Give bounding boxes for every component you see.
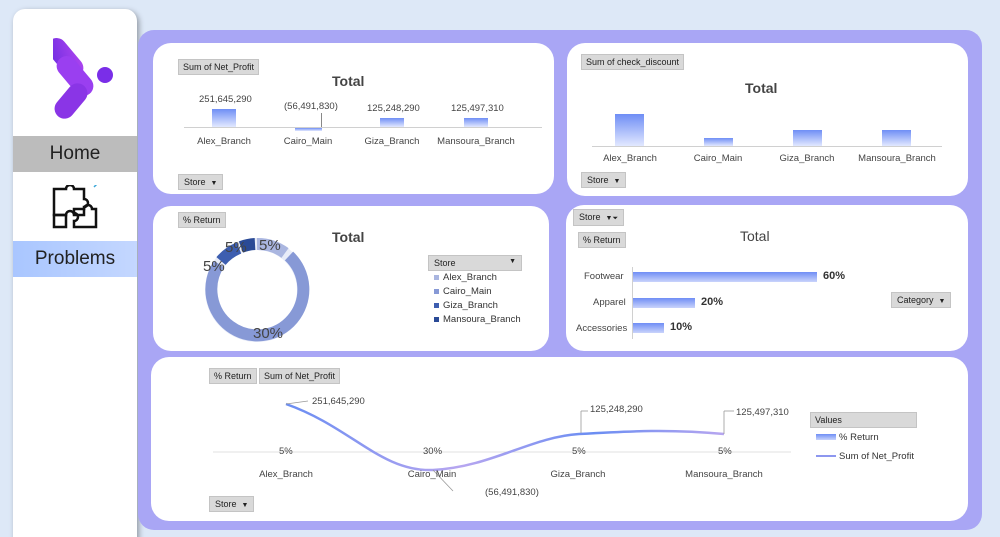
- slice-alex: [256, 238, 289, 258]
- net-profit-card: Sum of Net_Profit Total 251,645,290 (56,…: [153, 43, 554, 194]
- category-filter-dropdown[interactable]: Category ▼: [891, 292, 952, 308]
- axis-label: Giza_Branch: [364, 136, 420, 147]
- bar-giza: [380, 118, 404, 127]
- nav-problems-button[interactable]: Problems: [13, 241, 137, 277]
- slice-giza: [216, 242, 242, 266]
- category-return-card: Store ▼⏷ % Return Total Footwear Apparel …: [566, 205, 968, 351]
- slice-mansoura: [238, 238, 256, 253]
- data-label: 125,497,310: [451, 103, 504, 114]
- legend-item[interactable]: Giza_Branch: [434, 300, 498, 311]
- axis-label: Cairo_Main: [408, 469, 457, 480]
- chevron-down-icon: ▼: [938, 298, 946, 305]
- nav-home-button[interactable]: Home: [13, 136, 137, 172]
- axis-label: Alex_Branch: [197, 136, 251, 147]
- net-profit-line: [285, 402, 725, 472]
- axis-label: Footwear: [584, 271, 624, 282]
- axis-label: Mansoura_Branch: [437, 136, 515, 147]
- bar-mansoura: [464, 118, 488, 127]
- check-discount-card: Sum of check_discount Total Alex_Branch …: [567, 43, 968, 196]
- store-filter-dropdown[interactable]: Store ▼: [178, 174, 224, 190]
- filter-icon: ▼⏷: [605, 215, 619, 222]
- slice-cairo: [205, 251, 310, 342]
- data-label: 125,248,290: [590, 404, 643, 415]
- store-filter-dropdown[interactable]: Store ▼⏷: [573, 209, 625, 226]
- legend-item[interactable]: % Return: [816, 432, 879, 443]
- chart-title: Total: [745, 80, 778, 96]
- axis-label: Cairo_Main: [693, 153, 743, 164]
- legend-item[interactable]: Sum of Net_Profit: [816, 451, 914, 462]
- axis-label: Mansoura_Branch: [858, 153, 936, 164]
- slice-label: 30%: [253, 325, 283, 342]
- axis-label: Alex_Branch: [603, 153, 657, 164]
- axis-label: Alex_Branch: [259, 469, 313, 480]
- donut-chart: 5% 30% 5% 5%: [203, 237, 310, 342]
- axis-label: Accessories: [576, 323, 628, 334]
- puzzle-icon[interactable]: [50, 185, 100, 231]
- bar-cairo: [704, 138, 733, 146]
- data-label: (56,491,830): [284, 101, 338, 112]
- data-label: 125,248,290: [367, 103, 420, 114]
- data-label: 5%: [572, 446, 586, 457]
- slice-label: 5%: [225, 239, 247, 256]
- bar-apparel: [633, 298, 695, 308]
- store-filter-dropdown[interactable]: Store ▼: [209, 496, 255, 512]
- bar-accessories: [633, 323, 664, 333]
- net-profit-field-button[interactable]: Sum of Net_Profit: [259, 368, 341, 384]
- chevron-down-icon: ▼: [210, 180, 218, 187]
- data-label: (56,491,830): [485, 487, 539, 498]
- return-donut-card: % Return Total 5% 30% 5% 5% Store ▼ Alex_…: [153, 206, 549, 351]
- chart-title: Total: [332, 73, 365, 89]
- chart-title: Total: [740, 228, 770, 244]
- axis-label: Giza_Branch: [551, 469, 606, 480]
- net-profit-field-button[interactable]: Sum of Net_Profit: [178, 59, 260, 75]
- chart-title: Total: [332, 229, 365, 245]
- axis-label: Giza_Branch: [779, 153, 835, 164]
- return-field-button[interactable]: % Return: [178, 212, 226, 228]
- legend-item[interactable]: Cairo_Main: [434, 286, 492, 297]
- data-label: 5%: [279, 446, 293, 457]
- slice-label: 5%: [203, 258, 225, 275]
- bar-giza: [793, 130, 822, 146]
- legend-values-header: Values: [810, 412, 917, 428]
- combo-chart-card: % Return Sum of Net_Profit 251,645,290 (…: [151, 357, 968, 521]
- store-filter-dropdown[interactable]: Store ▼: [581, 172, 627, 188]
- legend-item[interactable]: Alex_Branch: [434, 272, 497, 283]
- data-label: 251,645,290: [312, 396, 365, 407]
- bar-alex: [212, 109, 236, 127]
- bar-alex: [615, 114, 644, 146]
- return-field-button[interactable]: % Return: [209, 368, 257, 384]
- bar-cairo: [295, 128, 322, 131]
- axis-label: Mansoura_Branch: [685, 469, 763, 480]
- chevron-down-icon: ▼: [613, 178, 621, 185]
- slice-label: 5%: [259, 237, 281, 254]
- return-field-button[interactable]: % Return: [578, 232, 626, 248]
- data-label: 5%: [718, 446, 732, 457]
- legend-store-dropdown[interactable]: Store ▼: [428, 255, 522, 271]
- data-label: 60%: [823, 270, 846, 282]
- data-label: 125,497,310: [736, 407, 789, 418]
- combo-line-chart: 251,645,290 (56,491,830) 125,248,290 125…: [213, 396, 791, 498]
- chevron-down-icon: ▼: [241, 502, 249, 509]
- data-label: 30%: [423, 446, 443, 457]
- chevron-down-icon: ▼: [509, 258, 516, 265]
- check-discount-field-button[interactable]: Sum of check_discount: [581, 54, 685, 70]
- axis-label: Apparel: [593, 297, 626, 308]
- bar-mansoura: [882, 130, 911, 146]
- data-label: 10%: [670, 321, 693, 333]
- bar-footwear: [633, 272, 817, 282]
- axis-label: Cairo_Main: [283, 136, 333, 147]
- sidebar: Home Problems: [13, 9, 137, 537]
- app-logo-icon: [53, 38, 113, 119]
- data-label: 251,645,290: [199, 94, 252, 105]
- data-label: 20%: [701, 296, 724, 308]
- legend-item[interactable]: Mansoura_Branch: [434, 314, 521, 325]
